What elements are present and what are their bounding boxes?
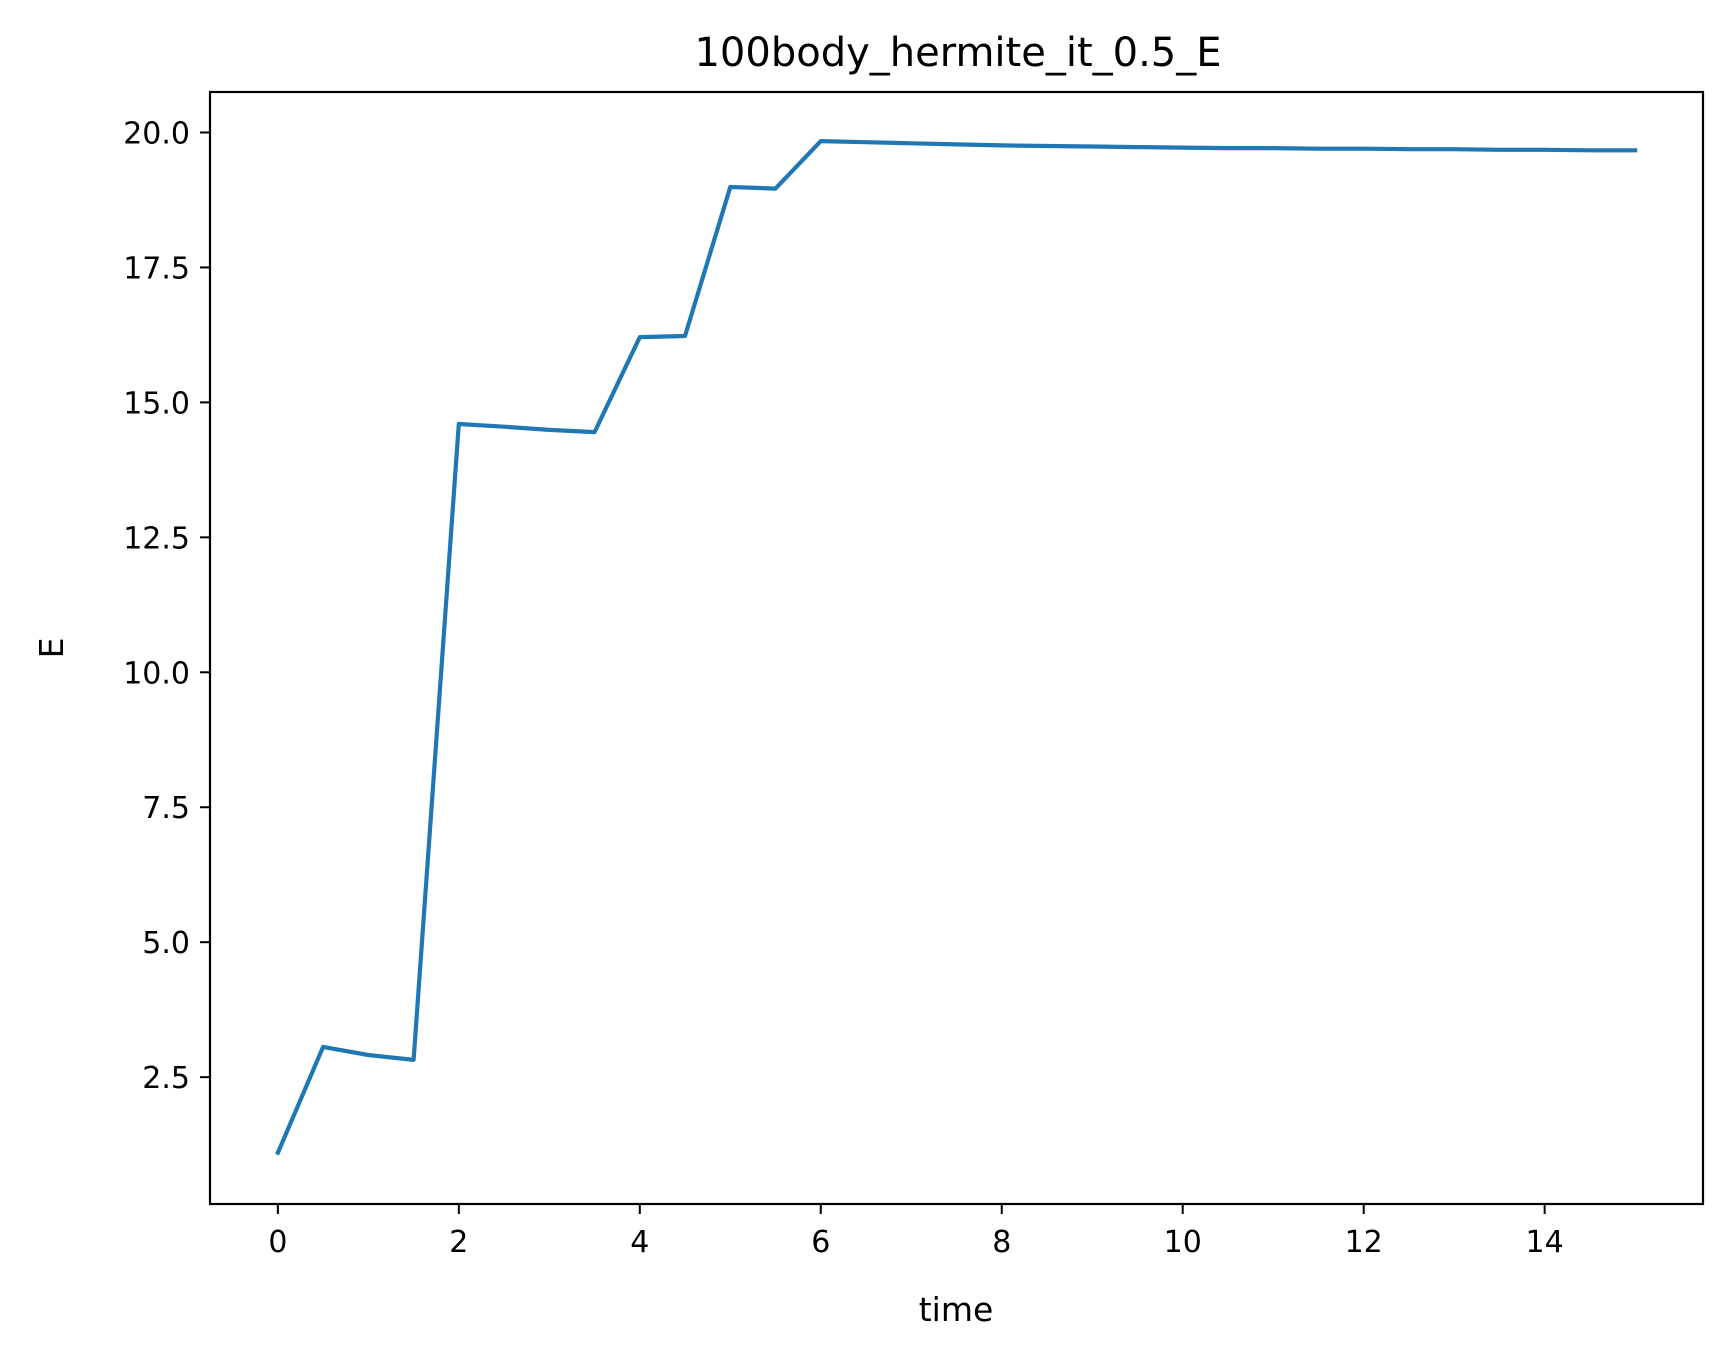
x-tick-label: 10 [1164,1225,1202,1260]
y-tick-label: 17.5 [123,251,190,286]
x-tick-label: 8 [992,1225,1011,1260]
x-tick-label: 14 [1526,1225,1564,1260]
x-axis-ticks: 0 2 4 6 8 10 12 14 [268,1204,1564,1260]
x-axis-label: time [919,1290,994,1329]
x-tick-label: 4 [630,1225,649,1260]
x-tick-label: 6 [811,1225,830,1260]
y-tick-label: 7.5 [142,791,190,826]
x-tick-label: 2 [449,1225,468,1260]
chart-title: 100body_hermite_it_0.5_E [694,30,1221,76]
x-tick-label: 12 [1345,1225,1383,1260]
y-axis-ticks: 2.5 5.0 7.5 10.0 12.5 15.0 17.5 20.0 [123,116,210,1096]
y-axis-label: E [32,638,71,659]
y-tick-label: 20.0 [123,116,190,151]
y-tick-label: 15.0 [123,386,190,421]
y-tick-label: 2.5 [142,1061,190,1096]
x-tick-label: 0 [268,1225,287,1260]
series-line [275,139,1638,1156]
y-tick-label: 5.0 [142,926,190,961]
y-tick-label: 12.5 [123,521,190,556]
series-layer [275,139,1638,1156]
plot-frame [208,90,1705,1206]
y-tick-label: 10.0 [123,656,190,691]
